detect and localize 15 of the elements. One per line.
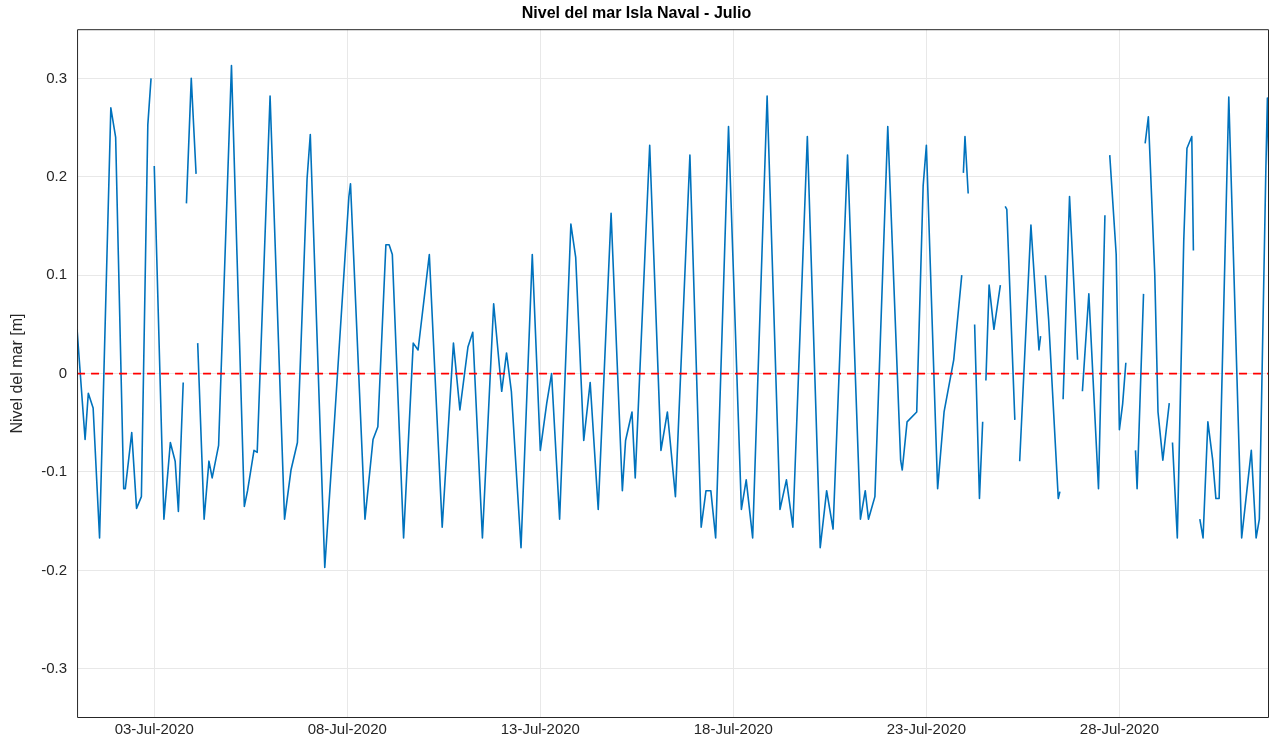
x-tick-label: 28-Jul-2020 [1079, 720, 1160, 738]
x-tick-label: 08-Jul-2020 [307, 720, 387, 738]
x-tick-label: 23-Jul-2020 [886, 720, 966, 738]
chart-title: Nivel del mar Isla Naval - Julio [521, 4, 752, 22]
y-tick-label: 0.1 [46, 265, 68, 283]
y-tick-label: 0 [58, 363, 68, 381]
y-tick-label: 0.3 [46, 68, 68, 86]
x-tick-label: 13-Jul-2020 [500, 720, 580, 738]
y-tick-label: -0.2 [41, 560, 68, 578]
y-axis-title: Nivel del mar [m] [8, 313, 26, 434]
y-tick-label: -0.1 [41, 462, 68, 480]
y-tick-label: 0.2 [46, 166, 68, 184]
x-tick-label: 18-Jul-2020 [693, 720, 773, 738]
x-tick-label: 03-Jul-2020 [114, 720, 194, 738]
y-tick-label: -0.3 [41, 658, 68, 676]
